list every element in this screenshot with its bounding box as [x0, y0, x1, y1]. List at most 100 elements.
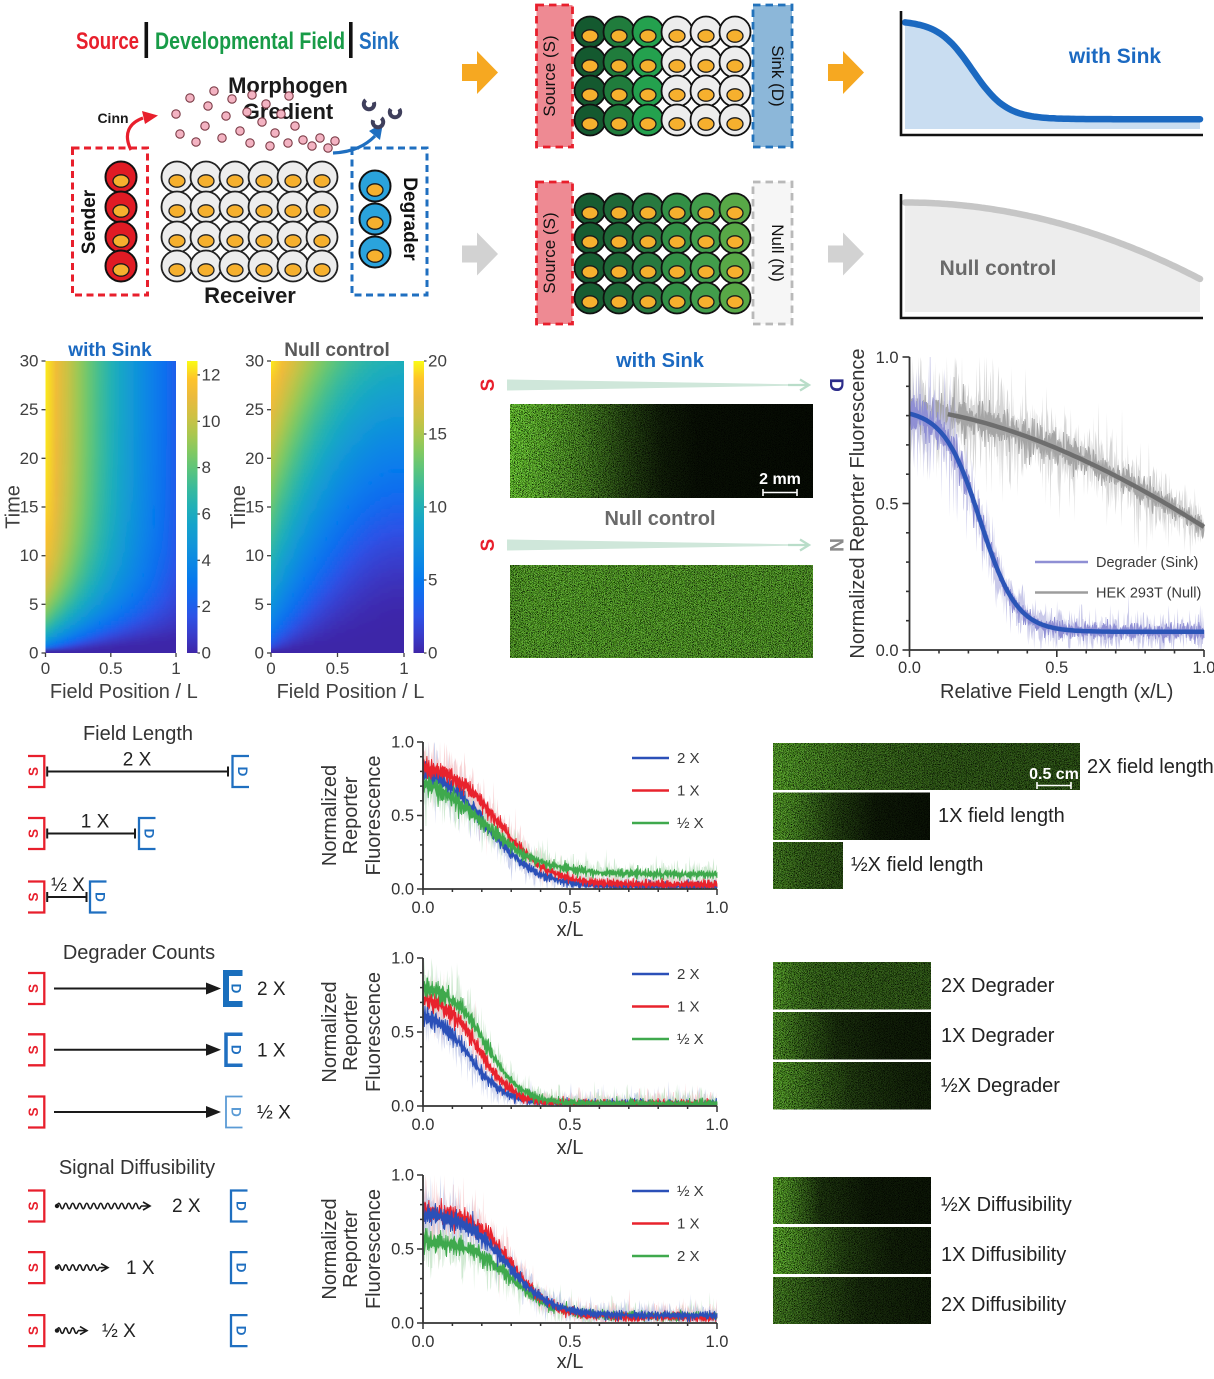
svg-text:0.0: 0.0: [391, 1098, 414, 1116]
svg-text:Null control: Null control: [940, 257, 1057, 280]
svg-text:2: 2: [202, 597, 211, 616]
svg-text:5: 5: [29, 595, 38, 614]
svg-text:Time: Time: [228, 485, 250, 529]
svg-text:0.0: 0.0: [412, 1116, 435, 1134]
svg-text:25: 25: [245, 400, 264, 419]
svg-text:Degrader: Degrader: [399, 177, 420, 261]
svg-text:with Sink: with Sink: [67, 340, 152, 361]
svg-text:20: 20: [245, 449, 264, 468]
svg-text:0: 0: [255, 644, 264, 663]
svg-text:S: S: [26, 829, 41, 838]
svg-text:0.5: 0.5: [559, 899, 582, 917]
svg-text:2 X: 2 X: [123, 750, 152, 771]
svg-text:15: 15: [245, 498, 264, 517]
svg-text:Fluorescence: Fluorescence: [363, 972, 385, 1092]
svg-text:x/L: x/L: [557, 919, 584, 941]
svg-text:2X Degrader: 2X Degrader: [941, 975, 1055, 997]
svg-text:8: 8: [202, 458, 211, 477]
svg-text:D: D: [228, 1045, 243, 1055]
svg-text:½ X: ½ X: [102, 1321, 136, 1342]
svg-text:0.5: 0.5: [391, 807, 414, 825]
svg-text:½ X: ½ X: [677, 815, 704, 832]
svg-text:Source: Source: [76, 28, 139, 55]
svg-text:x/L: x/L: [557, 1137, 584, 1159]
svg-text:1 X: 1 X: [677, 783, 700, 800]
svg-text:½ X: ½ X: [51, 875, 85, 896]
svg-text:2 X: 2 X: [677, 1248, 700, 1265]
svg-text:30: 30: [20, 352, 39, 371]
svg-text:1X Degrader: 1X Degrader: [941, 1025, 1055, 1047]
svg-text:Normalized: Normalized: [319, 981, 341, 1082]
svg-text:0.0: 0.0: [876, 642, 899, 660]
svg-text:Fluorescence: Fluorescence: [363, 755, 385, 875]
svg-text:1.0: 1.0: [391, 1167, 414, 1185]
svg-text:Reporter: Reporter: [340, 1210, 362, 1288]
svg-text:0.5: 0.5: [326, 659, 350, 678]
svg-text:Signal Diffusibility: Signal Diffusibility: [59, 1157, 215, 1179]
svg-text:½X field length: ½X field length: [851, 854, 983, 876]
svg-text:Reporter: Reporter: [340, 776, 362, 854]
svg-text:D: D: [233, 1201, 248, 1211]
svg-text:2X field length: 2X field length: [1087, 756, 1214, 778]
svg-text:S: S: [26, 1107, 41, 1116]
svg-text:Source (S): Source (S): [540, 212, 559, 293]
svg-text:D: D: [141, 829, 156, 839]
svg-text:D: D: [228, 984, 243, 994]
svg-text:Degrader Counts: Degrader Counts: [63, 942, 215, 964]
svg-text:HEK 293T (Null): HEK 293T (Null): [1096, 586, 1201, 602]
svg-text:1.0: 1.0: [1193, 659, 1214, 677]
svg-text:Null (N): Null (N): [768, 224, 787, 282]
svg-text:0.0: 0.0: [391, 881, 414, 899]
svg-text:0.5: 0.5: [559, 1116, 582, 1134]
svg-text:Null control: Null control: [604, 508, 715, 530]
svg-text:0: 0: [29, 644, 38, 663]
svg-text:1.0: 1.0: [391, 734, 414, 752]
svg-text:Field Length: Field Length: [83, 723, 193, 745]
svg-text:1 X: 1 X: [257, 1040, 286, 1061]
svg-text:2 mm: 2 mm: [759, 471, 801, 488]
svg-text:with Sink: with Sink: [615, 350, 705, 372]
svg-text:1.0: 1.0: [391, 950, 414, 968]
svg-text:0.5: 0.5: [391, 1241, 414, 1259]
svg-text:0.0: 0.0: [412, 1333, 435, 1351]
svg-text:x/L: x/L: [557, 1351, 584, 1373]
svg-text:Sink (D): Sink (D): [768, 45, 787, 106]
svg-text:Field Position / L: Field Position / L: [277, 681, 425, 703]
svg-text:0.5: 0.5: [99, 659, 123, 678]
svg-text:Gredient: Gredient: [243, 99, 334, 124]
svg-text:0.0: 0.0: [391, 1315, 414, 1333]
svg-text:0.5 cm: 0.5 cm: [1029, 766, 1079, 783]
svg-text:0.5: 0.5: [559, 1333, 582, 1351]
svg-text:2 X: 2 X: [172, 1196, 201, 1217]
svg-text:20: 20: [428, 352, 447, 371]
svg-text:1.0: 1.0: [706, 1116, 729, 1134]
svg-text:S: S: [26, 892, 41, 901]
svg-text:15: 15: [20, 498, 39, 517]
svg-text:S: S: [26, 767, 41, 776]
svg-text:Normalized: Normalized: [319, 765, 341, 866]
svg-text:S: S: [26, 984, 41, 993]
svg-text:0.0: 0.0: [898, 659, 921, 677]
svg-text:0: 0: [41, 659, 50, 678]
svg-text:Sender: Sender: [79, 189, 100, 254]
svg-text:0: 0: [266, 659, 275, 678]
svg-text:N: N: [825, 538, 846, 552]
svg-text:D: D: [92, 892, 107, 902]
svg-text:Null control: Null control: [284, 340, 390, 361]
svg-text:½ X: ½ X: [257, 1103, 291, 1124]
svg-text:0.0: 0.0: [412, 899, 435, 917]
svg-text:S: S: [26, 1263, 41, 1272]
svg-text:15: 15: [428, 425, 447, 444]
svg-text:Degrader (Sink): Degrader (Sink): [1096, 555, 1198, 571]
svg-text:S: S: [26, 1326, 41, 1335]
svg-text:Sink: Sink: [359, 28, 400, 55]
svg-text:1.0: 1.0: [876, 349, 899, 367]
svg-text:10: 10: [20, 546, 39, 565]
svg-text:Normalized Reporter Fluorescen: Normalized Reporter Fluorescence: [847, 348, 869, 658]
svg-text:S: S: [478, 379, 499, 392]
svg-text:1.0: 1.0: [706, 899, 729, 917]
svg-text:20: 20: [20, 449, 39, 468]
svg-text:D: D: [233, 1263, 248, 1273]
svg-text:D: D: [228, 1107, 243, 1117]
svg-text:S: S: [478, 539, 499, 552]
